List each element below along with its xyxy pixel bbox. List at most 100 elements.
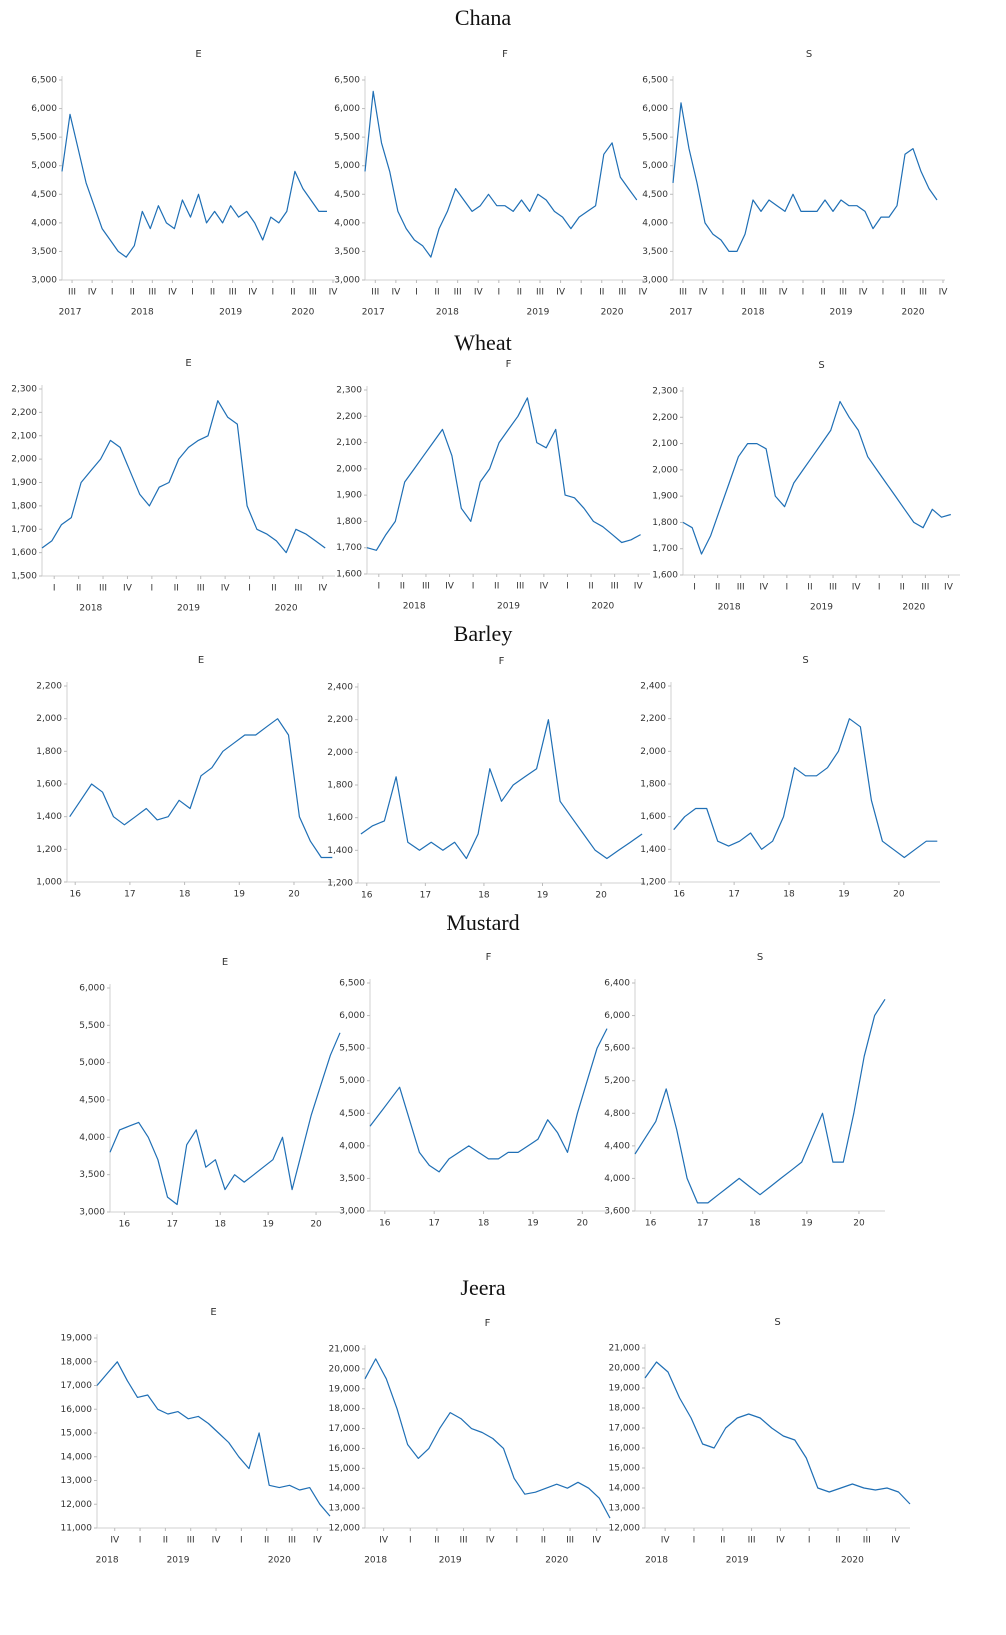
y-tick-label: 17,000 <box>329 1424 361 1434</box>
x-year-label: 2018 <box>403 602 426 612</box>
x-tick-label: II <box>541 1536 546 1546</box>
y-tick-label: 6,400 <box>604 979 630 989</box>
price-line <box>634 998 886 1204</box>
y-tick-label: 6,000 <box>604 1011 630 1021</box>
x-year-label: 2020 <box>545 1556 568 1566</box>
y-tick-label: 1,800 <box>36 747 62 757</box>
x-tick-label: IV <box>88 288 98 298</box>
x-year-label: 2020 <box>902 308 925 318</box>
price-line <box>364 1358 611 1519</box>
x-year-label: 2019 <box>526 308 549 318</box>
y-tick-label: 6,500 <box>642 76 668 86</box>
y-tick-label: 4,800 <box>604 1109 630 1119</box>
x-tick-label: I <box>472 582 475 592</box>
x-tick-label: 16 <box>361 891 373 901</box>
y-tick-label: 1,200 <box>327 879 353 889</box>
x-tick-label: 16 <box>645 1219 657 1229</box>
y-tick-label: 3,000 <box>31 276 57 286</box>
price-line <box>61 113 327 258</box>
y-tick-label: 1,200 <box>36 845 62 855</box>
x-tick-label: IV <box>123 584 133 594</box>
y-tick-label: 17,000 <box>61 1381 93 1391</box>
x-year-label: 2018 <box>718 603 741 613</box>
x-tick-label: IV <box>556 288 566 298</box>
x-tick-label: III <box>68 288 76 298</box>
y-tick-label: 5,600 <box>604 1044 630 1054</box>
x-tick-label: IV <box>779 288 789 298</box>
x-tick-label: II <box>290 288 295 298</box>
row-title: Wheat <box>454 330 511 355</box>
y-tick-label: 4,000 <box>339 1141 365 1151</box>
x-tick-label: IV <box>248 288 258 298</box>
y-tick-label: 12,000 <box>329 1524 361 1534</box>
price-line <box>69 718 333 859</box>
x-tick-label: I <box>693 583 696 593</box>
y-tick-label: 1,900 <box>336 491 362 501</box>
x-tick-label: I <box>786 583 789 593</box>
chart-title: E <box>210 1307 216 1318</box>
x-year-label: 2020 <box>902 603 925 613</box>
y-tick-label: 3,500 <box>642 247 668 257</box>
x-tick-label: III <box>422 582 430 592</box>
y-tick-label: 18,000 <box>609 1404 641 1414</box>
y-tick-label: 18,000 <box>329 1404 361 1414</box>
y-tick-label: 5,000 <box>31 161 57 171</box>
y-tick-label: 21,000 <box>609 1344 641 1354</box>
x-year-label: 2018 <box>96 1556 119 1566</box>
x-tick-label: II <box>517 288 522 298</box>
chart-title: E <box>198 655 204 666</box>
x-tick-label: I <box>722 288 725 298</box>
y-tick-label: 2,100 <box>652 439 678 449</box>
x-tick-label: IV <box>859 288 869 298</box>
y-tick-label: 2,200 <box>327 715 353 725</box>
x-tick-label: 20 <box>893 890 905 900</box>
x-tick-label: IV <box>639 288 649 298</box>
price-line <box>109 1032 341 1206</box>
x-tick-label: I <box>802 288 805 298</box>
y-tick-label: 5,500 <box>339 1044 365 1054</box>
y-tick-label: 6,000 <box>642 104 668 114</box>
y-tick-label: 1,900 <box>11 478 37 488</box>
y-tick-label: 6,000 <box>31 104 57 114</box>
x-tick-label: 20 <box>288 890 300 900</box>
x-tick-label: 16 <box>69 890 81 900</box>
y-tick-label: 16,000 <box>609 1444 641 1454</box>
y-tick-label: 2,000 <box>36 714 62 724</box>
x-year-label: 2020 <box>601 308 624 318</box>
y-tick-label: 1,400 <box>640 845 666 855</box>
chart-title: F <box>486 952 492 963</box>
chart-title: F <box>485 1318 491 1329</box>
chart-title: F <box>502 49 508 60</box>
y-tick-label: 2,000 <box>652 465 678 475</box>
y-tick-label: 20,000 <box>609 1364 641 1374</box>
y-tick-label: 1,700 <box>11 525 37 535</box>
y-tick-label: 1,200 <box>640 878 666 888</box>
x-tick-label: IV <box>776 1536 786 1546</box>
x-tick-label: IV <box>391 288 401 298</box>
x-tick-label: IV <box>379 1536 389 1546</box>
y-tick-label: 15,000 <box>329 1464 361 1474</box>
y-tick-label: 3,000 <box>79 1208 105 1218</box>
price-line <box>644 1361 911 1505</box>
x-tick-label: I <box>515 1536 518 1546</box>
x-year-label: 2019 <box>167 1556 190 1566</box>
y-tick-label: 19,000 <box>61 1334 93 1344</box>
x-tick-label: II <box>434 1536 439 1546</box>
y-tick-label: 20,000 <box>329 1364 361 1374</box>
price-line <box>369 1028 608 1173</box>
y-tick-label: 6,500 <box>339 979 365 989</box>
x-tick-label: 19 <box>801 1219 813 1229</box>
x-tick-label: IV <box>313 1536 323 1546</box>
x-tick-label: III <box>737 583 745 593</box>
y-tick-label: 13,000 <box>61 1476 93 1486</box>
y-tick-label: 2,200 <box>11 408 37 418</box>
x-tick-label: III <box>566 1536 574 1546</box>
x-tick-label: II <box>820 288 825 298</box>
x-tick-label: 18 <box>478 891 490 901</box>
x-tick-label: III <box>294 584 302 594</box>
y-tick-label: 1,700 <box>652 544 678 554</box>
x-tick-label: 19 <box>527 1219 539 1229</box>
x-tick-label: I <box>139 1536 142 1546</box>
y-tick-label: 2,300 <box>336 386 362 396</box>
